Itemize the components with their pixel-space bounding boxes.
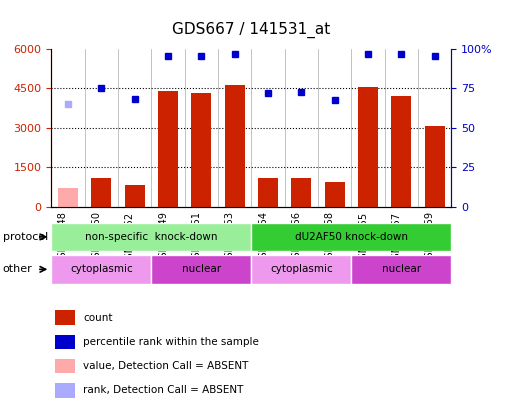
Bar	[125, 185, 145, 207]
FancyBboxPatch shape	[351, 255, 451, 284]
Bar	[225, 85, 245, 207]
Text: cytoplasmic: cytoplasmic	[70, 264, 133, 274]
Bar	[391, 96, 411, 207]
Text: nuclear: nuclear	[382, 264, 421, 274]
Text: rank, Detection Call = ABSENT: rank, Detection Call = ABSENT	[83, 386, 244, 395]
Text: other: other	[3, 264, 32, 274]
Bar	[55, 359, 75, 373]
Bar	[55, 335, 75, 349]
Text: cytoplasmic: cytoplasmic	[270, 264, 333, 274]
Text: protocol: protocol	[3, 232, 48, 242]
FancyBboxPatch shape	[251, 255, 351, 284]
Bar	[191, 94, 211, 207]
Text: nuclear: nuclear	[182, 264, 221, 274]
FancyBboxPatch shape	[251, 223, 451, 251]
Bar	[425, 126, 445, 207]
Bar	[325, 181, 345, 207]
Bar	[55, 310, 75, 325]
Bar	[91, 178, 111, 207]
Text: non-specific  knock-down: non-specific knock-down	[85, 232, 218, 242]
Bar	[55, 383, 75, 398]
Text: GDS667 / 141531_at: GDS667 / 141531_at	[172, 22, 330, 38]
FancyBboxPatch shape	[151, 255, 251, 284]
Bar	[58, 188, 78, 207]
Bar	[258, 178, 278, 207]
FancyBboxPatch shape	[51, 223, 251, 251]
Text: count: count	[83, 313, 113, 322]
Text: dU2AF50 knock-down: dU2AF50 knock-down	[295, 232, 408, 242]
FancyBboxPatch shape	[51, 255, 151, 284]
Text: value, Detection Call = ABSENT: value, Detection Call = ABSENT	[83, 361, 249, 371]
Bar	[158, 91, 178, 207]
Bar	[358, 87, 378, 207]
Text: percentile rank within the sample: percentile rank within the sample	[83, 337, 259, 347]
Bar	[291, 178, 311, 207]
